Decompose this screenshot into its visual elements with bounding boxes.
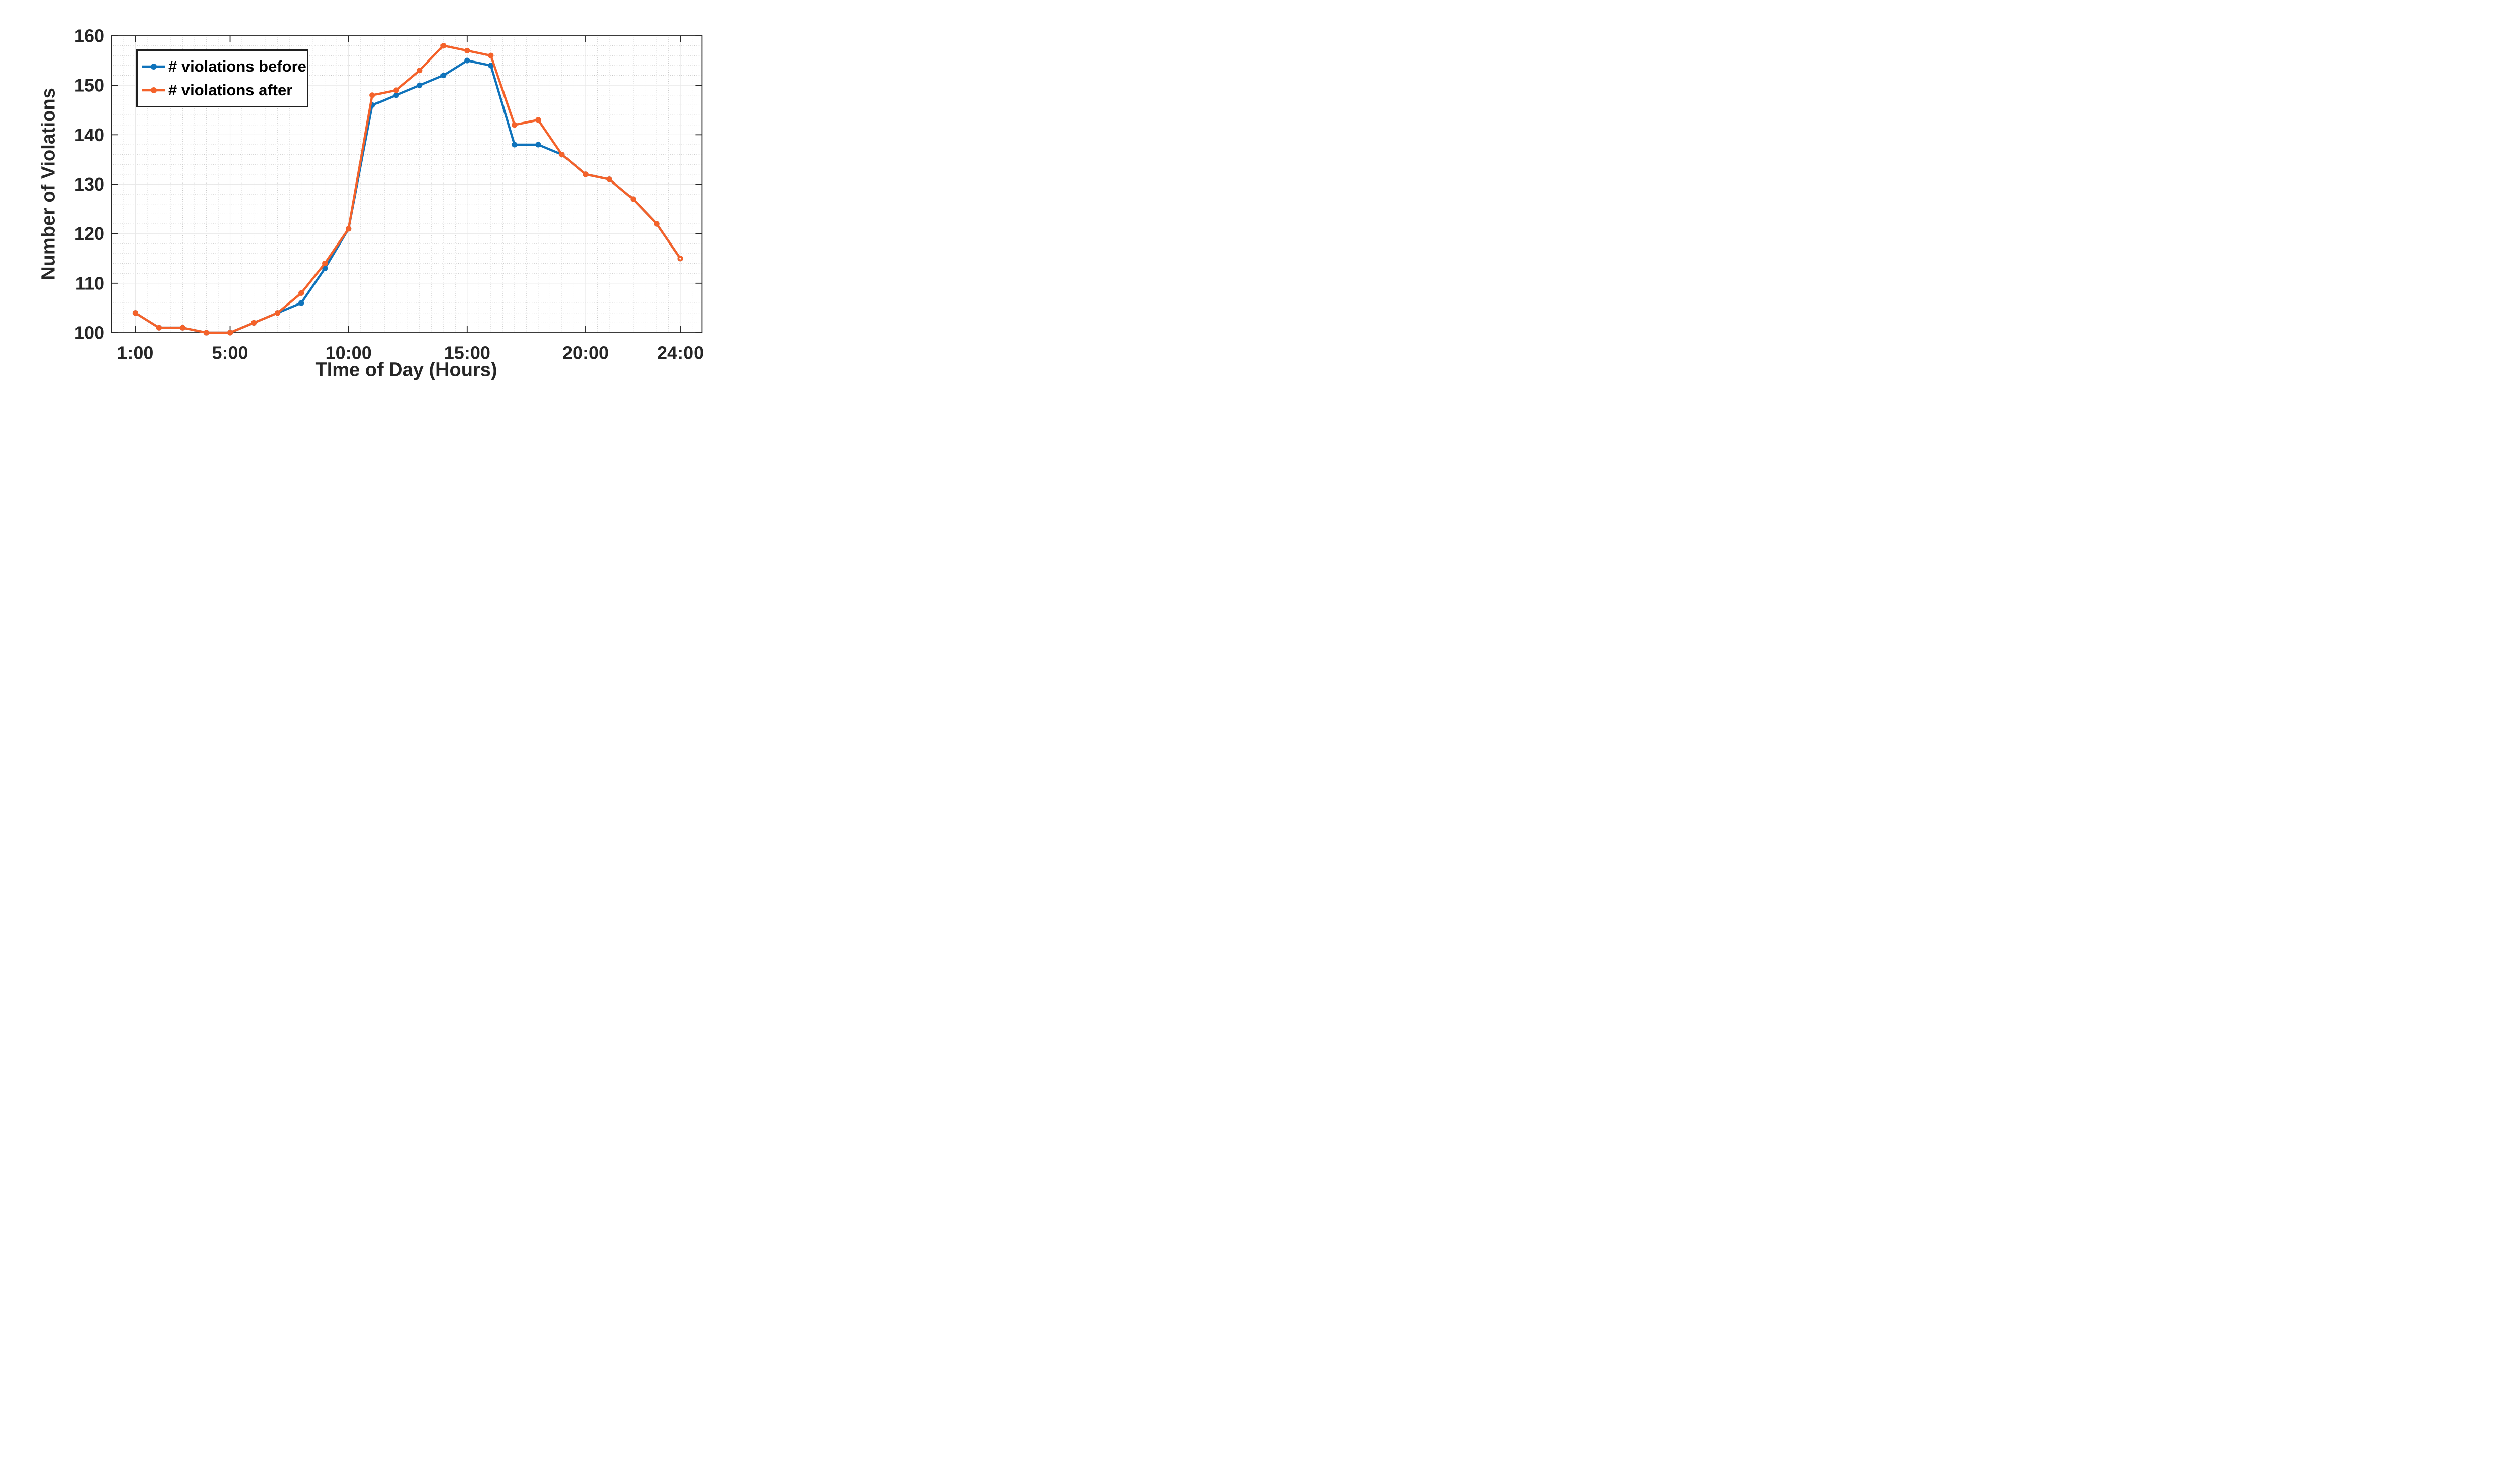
marker-open-center: [679, 257, 681, 260]
legend-entry-after: # violations after: [142, 81, 303, 99]
y-tick-label: 160: [74, 26, 104, 46]
y-tick-label: 100: [74, 323, 104, 343]
x-tick-label: 10:00: [326, 343, 372, 363]
x-tick-label: 15:00: [444, 343, 490, 363]
series-marker-1: [274, 310, 281, 316]
legend: # violations before # violations after: [136, 49, 308, 107]
series-marker-1: [393, 87, 399, 93]
series-marker-1: [203, 330, 210, 336]
series-marker-1: [654, 221, 660, 227]
y-axis-label: Number of Violations: [38, 88, 59, 280]
series-marker-1: [322, 260, 328, 267]
series-marker-1: [606, 176, 612, 182]
series-marker-1: [464, 47, 470, 54]
series-marker-0: [417, 82, 423, 88]
legend-entry-before: # violations before: [142, 57, 306, 76]
series-marker-1: [417, 68, 423, 74]
series-marker-1: [440, 43, 447, 49]
x-tick-label: 1:00: [117, 343, 153, 363]
x-tick-label: 5:00: [212, 343, 248, 363]
series-marker-0: [512, 142, 518, 148]
series-marker-1: [346, 226, 352, 232]
series-marker-1: [559, 152, 565, 158]
figure: 1:00 5:00 10:00 15:00 20:00 24:00 100 110 120 130…: [0, 0, 790, 382]
legend-sample-line-before: [142, 64, 165, 70]
series-marker-1: [132, 310, 139, 316]
series-marker-1: [512, 122, 518, 128]
series-marker-0: [298, 300, 304, 306]
series-marker-1: [298, 290, 304, 296]
legend-sample-line-after: [142, 87, 165, 93]
legend-label-after: # violations after: [168, 81, 293, 99]
chart-svg: 1:00 5:00 10:00 15:00 20:00 24:00 100 110 120 130…: [74, 26, 704, 363]
x-axis-label: TIme of Day (Hours): [315, 359, 497, 381]
series-marker-1: [369, 92, 375, 98]
series-marker-1: [250, 320, 257, 326]
series-marker-1: [535, 117, 541, 123]
series-marker-1: [583, 171, 589, 177]
series-marker-1: [630, 196, 636, 202]
y-tick-label: 110: [75, 273, 104, 293]
series-line-1: [134, 44, 682, 334]
series-marker-1: [156, 325, 162, 331]
series-marker-1: [179, 325, 186, 331]
series-marker-0: [535, 142, 541, 148]
y-tick-label: 120: [74, 223, 104, 244]
y-tick-label: 130: [74, 174, 104, 195]
series-marker-0: [464, 57, 470, 64]
series-marker-0: [488, 63, 494, 69]
legend-label-before: # violations before: [168, 57, 306, 75]
series-marker-0: [393, 92, 399, 98]
y-tick-label: 150: [74, 75, 104, 96]
series-marker-1: [488, 52, 494, 58]
y-tick-label: 140: [74, 125, 104, 145]
series-marker-1: [227, 330, 233, 336]
series-marker-0: [440, 72, 447, 79]
x-tick-label: 20:00: [562, 343, 609, 363]
x-tick-label: 24:00: [657, 343, 704, 363]
